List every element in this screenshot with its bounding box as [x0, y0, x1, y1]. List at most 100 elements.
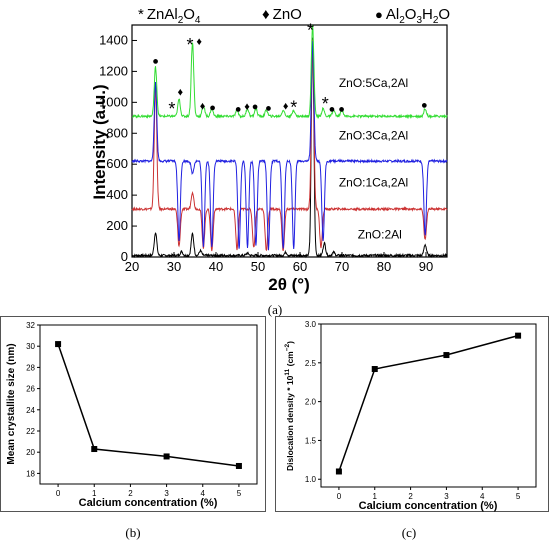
- crystallite-point: [91, 446, 98, 453]
- xrd-series-line: [131, 40, 448, 251]
- xrd-y-tick-label: 800: [106, 125, 128, 140]
- crystallite-y-tick-label: 28: [26, 363, 35, 372]
- crystallite-point: [235, 462, 242, 469]
- dislocation-point: [371, 366, 378, 373]
- xrd-y-tick-label: 1200: [99, 63, 128, 78]
- crystallite-y-tick-label: 22: [26, 427, 35, 436]
- panel-label-c: (c): [402, 525, 416, 540]
- xrd-series-label: ZnO:3Ca,2Al: [339, 128, 408, 142]
- dislocation-line: [338, 334, 519, 472]
- crystallite-y-tick-label: 24: [26, 406, 35, 415]
- dislocation-point: [515, 332, 522, 339]
- crystallite-ticks: 0 1 2 3 4 5 18 20 22 24 26 28 30 32: [26, 321, 242, 498]
- xrd-peak-marker: ●: [329, 104, 336, 116]
- crystallite-x-tick-label: 3: [164, 489, 169, 498]
- panel-label-b: (b): [125, 525, 140, 540]
- dislocation-x-tick-label: 0: [337, 492, 342, 501]
- xrd-y-tick-label: 400: [106, 187, 128, 202]
- crystallite-point: [55, 341, 62, 348]
- legend-al2o3h2o: ● Al2O3H2O: [375, 6, 450, 26]
- crystallite-frame: [0, 316, 266, 512]
- crystallite-x-tick-label: 5: [237, 489, 242, 498]
- xrd-y-tick-label: 1400: [99, 32, 128, 47]
- xrd-y-tick-label: 600: [106, 156, 128, 171]
- xrd-peak-marker: *: [322, 94, 329, 114]
- xrd-x-tick-label: 80: [377, 259, 391, 274]
- dislocation-y-tick-label: 1.5: [305, 436, 317, 445]
- xrd-peak-marker: *: [307, 20, 314, 40]
- crystallite-x-tick-label: 2: [128, 489, 133, 498]
- xrd-peak-marker: ♦: [177, 87, 183, 99]
- xrd-peak-marker: ♦: [200, 100, 206, 112]
- xrd-peak-marker: ♦: [283, 100, 289, 112]
- crystallite-point: [163, 453, 170, 460]
- xrd-plot-frame: [131, 24, 448, 258]
- xrd-series-group: [131, 24, 448, 259]
- xrd-y-tick-label: 1000: [99, 94, 128, 109]
- phase-legend: * ZnAl2O4 ♦ ZnO ● Al2O3H2O: [138, 6, 450, 26]
- dislocation-series: [335, 332, 522, 475]
- xrd-ticks: 20 30 40 50 60 70 80 90 0 200 400 600 800 1000 1200 140…: [99, 32, 433, 274]
- xrd-y-tick-label: 200: [106, 218, 128, 233]
- panel-label-a: (a): [268, 302, 282, 317]
- xrd-peak-marker: ●: [421, 100, 428, 112]
- dislocation-y-tick-label: 3.0: [305, 320, 317, 329]
- dislocation-density-chart: 0 1 2 3 4 5 1.0 1.5 2.0 2.5 3.0 Dislocation densit…: [275, 316, 549, 512]
- dislocation-y-tick-label: 2.0: [305, 398, 317, 407]
- xrd-peak-marker: ●: [252, 101, 259, 113]
- crystallite-line: [57, 343, 239, 467]
- xrd-series-labels: ZnO:5Ca,2Al ZnO:3Ca,2Al ZnO:1Ca,2Al ZnO:2Al: [339, 76, 408, 242]
- dislocation-plot-area: [320, 323, 537, 488]
- dislocation-ticks: 0 1 2 3 4 5 1.0 1.5 2.0 2.5 3.0: [305, 320, 521, 501]
- dislocation-y-tick-label: 2.5: [305, 359, 317, 368]
- xrd-peak-marker: ●: [338, 104, 345, 116]
- xrd-series-label: ZnO:2Al: [358, 227, 402, 241]
- dislocation-y-axis-label: Dislocation density * 1011 (cm−2): [284, 341, 295, 471]
- crystallite-y-axis-label: Mean crystallite size (nm): [6, 343, 17, 464]
- xrd-peak-marker: *: [186, 35, 193, 55]
- xrd-x-axis-label: 2θ (°): [268, 275, 310, 294]
- dislocation-x-tick-label: 1: [373, 492, 378, 501]
- dislocation-x-tick-label: 3: [444, 492, 449, 501]
- crystallite-y-tick-label: 26: [26, 385, 35, 394]
- crystallite-y-tick-label: 30: [26, 342, 35, 351]
- dislocation-y-tick-label: 1.0: [305, 475, 317, 484]
- legend-zno: ♦ ZnO: [262, 6, 302, 23]
- xrd-peak-marker: ●: [152, 56, 159, 68]
- crystallite-size-chart: 0 1 2 3 4 5 18 20 22 24 26 28 30 32 Mean crystallite …: [0, 316, 266, 512]
- xrd-x-tick-label: 50: [251, 259, 265, 274]
- xrd-peak-marker: *: [290, 98, 297, 118]
- xrd-y-axis-label: Intensity (a.u.): [90, 84, 109, 199]
- dislocation-x-tick-label: 2: [408, 492, 413, 501]
- dislocation-frame: [275, 316, 549, 512]
- crystallite-x-tick-label: 1: [92, 489, 97, 498]
- xrd-x-tick-label: 40: [209, 259, 223, 274]
- xrd-peak-marker: ●: [265, 103, 272, 115]
- xrd-peak-marker: ●: [235, 104, 242, 116]
- crystallite-y-tick-label: 18: [26, 469, 35, 478]
- xrd-peak-marker: *: [168, 99, 175, 119]
- crystallite-y-tick-label: 20: [26, 448, 35, 457]
- dislocation-point: [443, 352, 450, 359]
- xrd-x-tick-label: 70: [335, 259, 349, 274]
- xrd-peak-markers: ●*♦* ♦♦ ● ● ♦ ● ● ♦ *** ● ● ●: [152, 20, 427, 119]
- xrd-peak-marker: ♦: [196, 36, 202, 48]
- crystallite-y-tick-label: 32: [26, 321, 35, 330]
- xrd-peak-marker: ●: [209, 102, 216, 114]
- xrd-x-tick-label: 60: [293, 259, 307, 274]
- xrd-x-tick-label: 30: [167, 259, 181, 274]
- crystallite-x-tick-label: 0: [56, 489, 61, 498]
- crystallite-series: [55, 341, 242, 469]
- xrd-x-tick-label: 20: [125, 259, 139, 274]
- xrd-series-line: [131, 24, 448, 120]
- xrd-series-line: [131, 39, 448, 252]
- dislocation-x-tick-label: 5: [516, 492, 521, 501]
- xrd-series-label: ZnO:1Ca,2Al: [339, 176, 408, 190]
- dislocation-x-axis-label: Calcium concentration (%): [359, 500, 498, 512]
- xrd-peak-marker: ♦: [244, 101, 250, 113]
- xrd-x-tick-label: 90: [419, 259, 433, 274]
- crystallite-x-axis-label: Calcium concentration (%): [79, 497, 218, 509]
- xrd-series-line: [131, 37, 448, 259]
